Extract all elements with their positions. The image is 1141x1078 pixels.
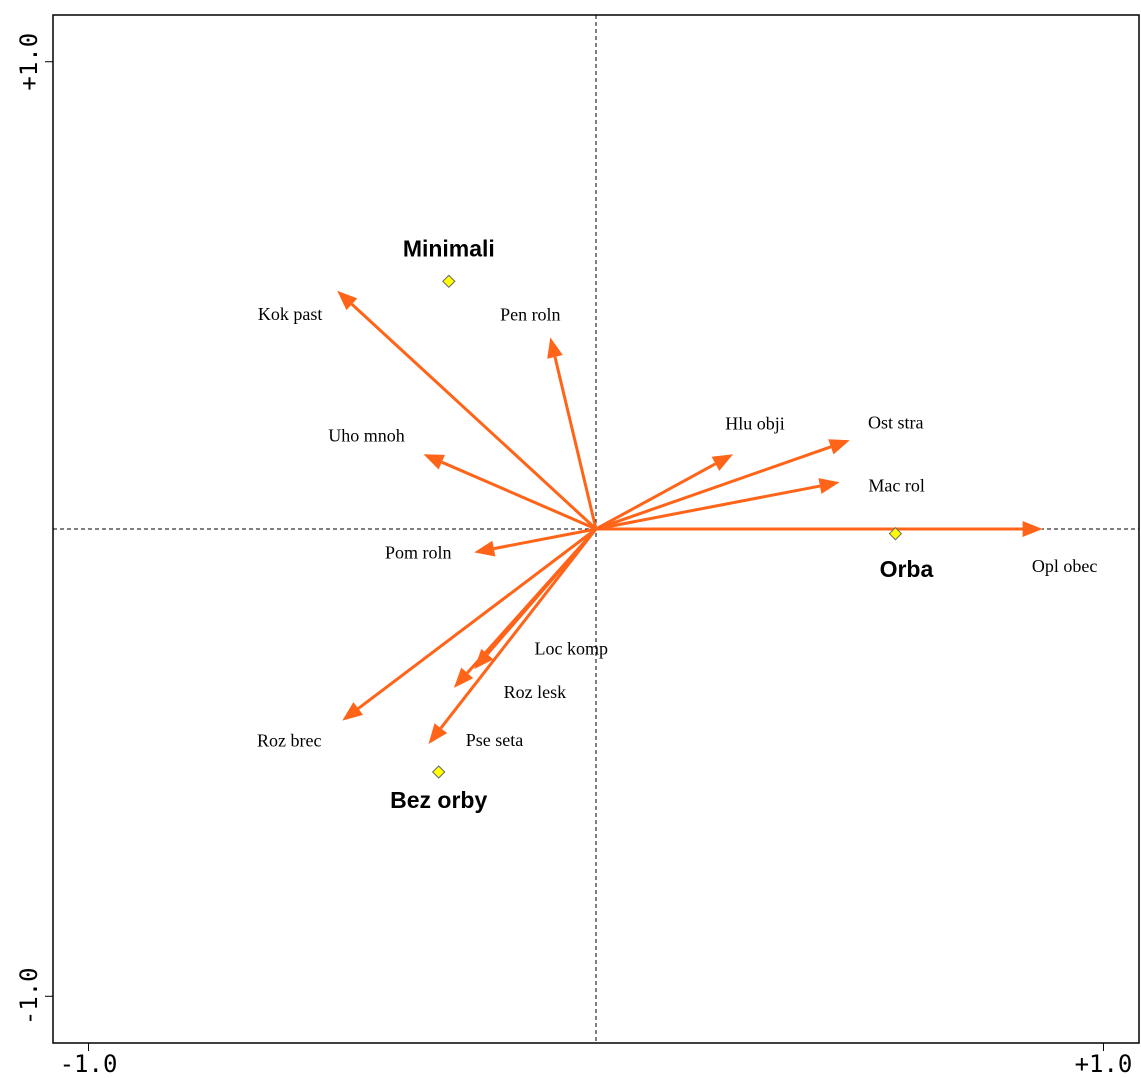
arrow-shaft [441, 460, 597, 531]
arrow-head [453, 667, 474, 688]
arrow-head [828, 439, 850, 455]
y-tick-label: -1.0 [15, 967, 43, 1025]
arrow-label: Opl obec [1032, 556, 1097, 576]
point [888, 526, 903, 541]
arrow-head [423, 454, 445, 470]
arrow-label: Roz lesk [504, 682, 567, 702]
arrow-label: Mac rol [868, 475, 924, 495]
arrow-head [711, 454, 734, 471]
arrow-label: Loc komp [534, 638, 608, 658]
arrow-shaft [493, 527, 597, 551]
arrow-label: Uho mnoh [328, 425, 405, 445]
arrow-head [428, 723, 448, 744]
arrow-shaft [595, 484, 821, 531]
arrow-shaft [357, 527, 597, 710]
arrow-label: Roz brec [257, 731, 321, 751]
arrow-head [818, 478, 840, 494]
arrow-shaft [595, 445, 832, 531]
arrow-head [337, 290, 358, 311]
arrow-head [547, 337, 563, 359]
arrow-head [474, 648, 494, 670]
x-tick-label: -1.0 [60, 1050, 118, 1078]
arrow-head [474, 540, 496, 557]
arrow-label: Pen roln [500, 305, 561, 325]
point-label: Minimali [403, 235, 495, 261]
point [442, 274, 456, 289]
arrow-label: Hlu obji [725, 413, 785, 433]
arrow-label: Ost stra [868, 412, 924, 432]
arrow-head [342, 702, 364, 721]
point [431, 765, 446, 779]
arrow-label: Pom roln [385, 542, 452, 562]
arrow-label: Pse seta [466, 730, 524, 750]
arrow-label: Kok past [258, 304, 323, 324]
arrow-shaft [350, 303, 598, 531]
arrow-shaft [439, 528, 598, 730]
y-tick-label: +1.0 [15, 33, 43, 91]
point-label: Bez orby [390, 787, 487, 813]
arrow-shaft [595, 462, 717, 531]
arrow-shaft [553, 356, 598, 530]
x-tick-label: +1.0 [1075, 1050, 1133, 1078]
arrow-head [1022, 521, 1043, 537]
point-label: Orba [880, 556, 934, 582]
arrow-shaft [466, 528, 598, 674]
